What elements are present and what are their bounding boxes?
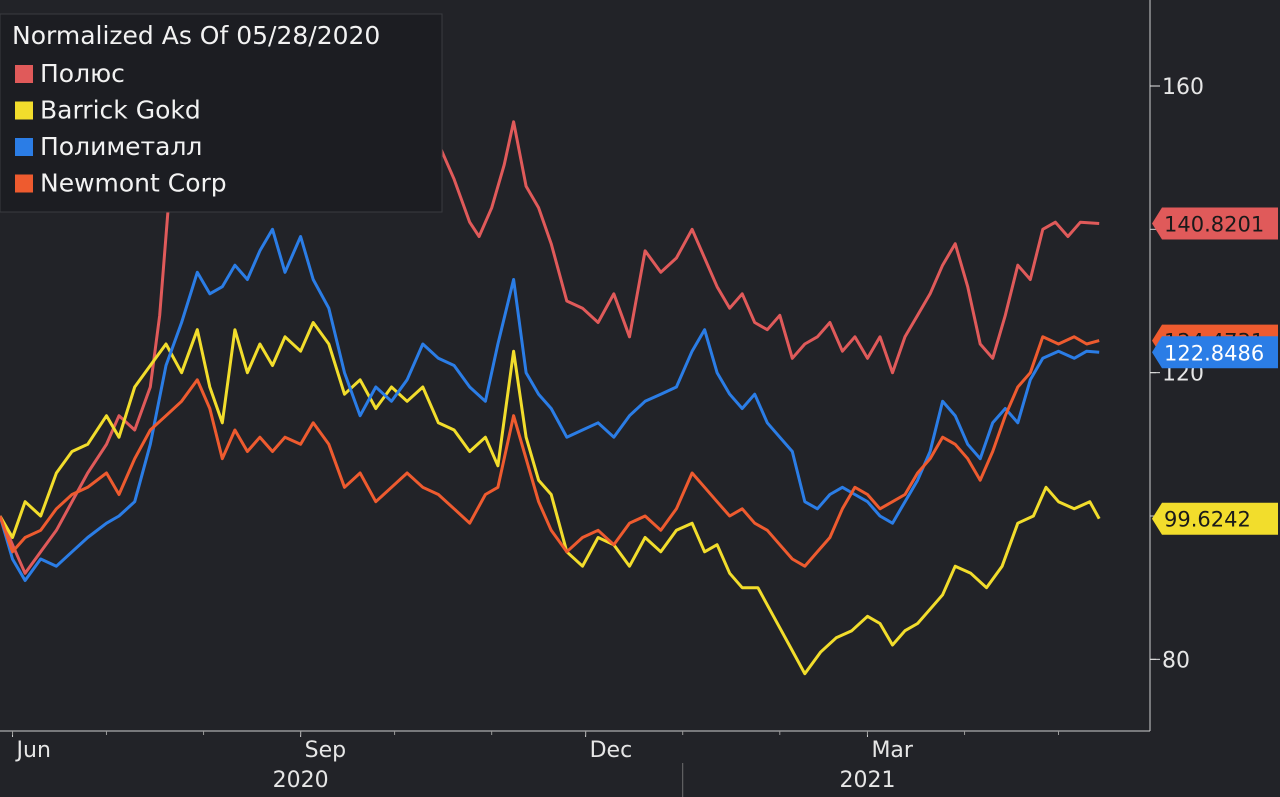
legend-label: Newmont Corp <box>40 169 227 198</box>
legend-swatch <box>15 174 33 193</box>
series-line-1 <box>0 321 1101 676</box>
badge-shape <box>1152 502 1278 535</box>
legend-label: Barrick Gokd <box>40 96 201 125</box>
x-tick-label: Dec <box>590 738 633 763</box>
legend-swatch <box>15 138 33 156</box>
y-tick-label: 160 <box>1162 75 1204 100</box>
last-value-badge: 99.6242 <box>1152 502 1278 535</box>
series-line-2 <box>0 227 1100 582</box>
x-tick-label: Sep <box>305 738 346 763</box>
badge-shape <box>1152 207 1278 240</box>
x-tick-label: Mar <box>871 738 913 763</box>
legend-swatch <box>15 101 33 120</box>
badge-value: 140.8201 <box>1164 212 1264 236</box>
chart-title: Normalized As Of 05/28/2020 <box>12 21 380 50</box>
last-value-badge: 140.8201 <box>1152 207 1278 240</box>
year-label: 2020 <box>273 768 329 793</box>
badge-value: 99.6242 <box>1164 508 1251 532</box>
y-tick-label: 80 <box>1162 648 1190 673</box>
series-line-3 <box>0 335 1100 568</box>
last-value-badge: 122.8486 <box>1152 336 1278 369</box>
legend: Normalized As Of 05/28/2020 Полюс Barrick… <box>0 13 443 213</box>
badge-shape <box>1152 336 1278 369</box>
legend-items: Полюс Barrick Gokd Полиметалл Newmont Corp <box>15 59 227 198</box>
legend-box <box>0 13 443 213</box>
x-tick-label: Jun <box>15 738 51 763</box>
year-label: 2021 <box>839 768 895 793</box>
badge-value: 122.8486 <box>1164 341 1264 365</box>
legend-label: Полюс <box>40 59 125 88</box>
legend-label: Полиметалл <box>40 132 202 161</box>
legend-swatch <box>15 65 33 83</box>
